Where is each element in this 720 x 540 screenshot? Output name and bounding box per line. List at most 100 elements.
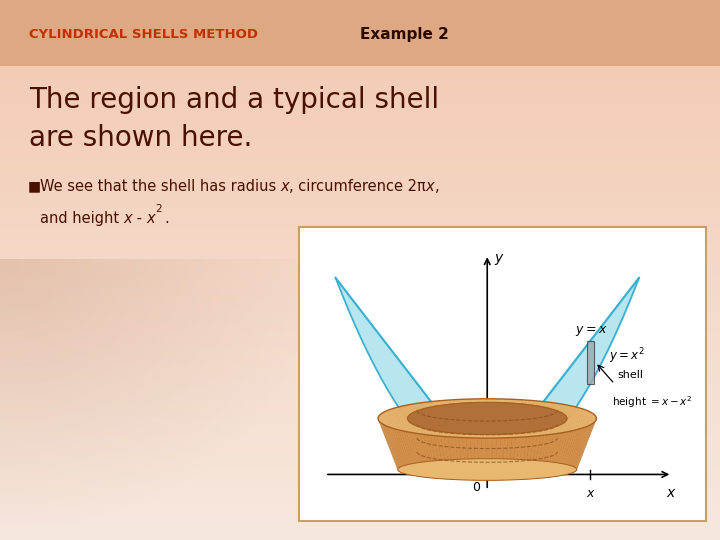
Polygon shape [553,407,580,410]
Text: x: x [587,487,594,500]
Polygon shape [400,430,418,476]
Polygon shape [464,399,472,459]
Polygon shape [557,409,585,411]
Polygon shape [565,414,595,415]
Polygon shape [388,427,408,475]
Polygon shape [554,408,581,410]
Polygon shape [511,434,523,437]
Polygon shape [440,401,455,404]
Text: x: x [426,179,434,194]
Polygon shape [549,406,573,408]
Polygon shape [541,404,564,407]
Polygon shape [425,402,444,405]
Polygon shape [384,411,403,466]
Polygon shape [390,428,410,475]
Polygon shape [456,400,467,403]
Polygon shape [379,415,409,416]
Polygon shape [510,437,519,480]
Polygon shape [534,431,554,434]
Polygon shape [575,422,594,472]
Polygon shape [521,401,536,404]
Polygon shape [455,437,464,480]
Polygon shape [481,399,485,459]
Text: CYLINDRICAL SHELLS METHOD: CYLINDRICAL SHELLS METHOD [29,28,258,40]
Polygon shape [382,423,411,424]
Polygon shape [559,410,588,412]
Polygon shape [382,424,402,473]
Polygon shape [570,426,590,474]
Polygon shape [536,435,550,478]
Polygon shape [565,409,584,464]
Polygon shape [545,405,569,408]
Polygon shape [414,433,430,478]
Polygon shape [546,406,571,408]
Polygon shape [388,425,415,427]
Polygon shape [542,434,557,478]
Polygon shape [466,399,474,403]
Polygon shape [500,438,507,480]
Polygon shape [546,429,571,431]
Polygon shape [527,401,539,460]
Polygon shape [492,399,498,459]
Polygon shape [400,428,426,431]
Polygon shape [567,418,596,419]
Polygon shape [576,420,596,471]
Polygon shape [576,416,596,469]
Polygon shape [572,412,593,467]
Text: $y = x^2$: $y = x^2$ [608,347,644,366]
Polygon shape [523,401,539,404]
Polygon shape [558,409,586,411]
Polygon shape [538,403,559,406]
Polygon shape [382,413,411,414]
Polygon shape [381,423,401,472]
Polygon shape [417,403,438,406]
Polygon shape [542,403,557,461]
Polygon shape [530,432,548,435]
Polygon shape [552,407,577,409]
Polygon shape [400,406,418,463]
Polygon shape [483,435,487,438]
Polygon shape [439,436,451,480]
Polygon shape [503,399,511,459]
Polygon shape [571,411,591,466]
Polygon shape [468,438,474,480]
Polygon shape [575,422,595,471]
Polygon shape [510,400,519,459]
Polygon shape [540,430,562,433]
Polygon shape [500,399,507,459]
Polygon shape [379,422,400,471]
Polygon shape [379,420,408,421]
Polygon shape [452,434,464,437]
Polygon shape [397,407,415,463]
Polygon shape [489,435,493,438]
Polygon shape [419,431,440,434]
Polygon shape [526,401,542,404]
Polygon shape [378,419,398,470]
Polygon shape [451,437,461,480]
Polygon shape [489,399,494,459]
Polygon shape [428,432,446,435]
Polygon shape [446,400,459,403]
Polygon shape [384,424,413,426]
Polygon shape [573,423,593,472]
Polygon shape [451,400,461,460]
Polygon shape [384,411,413,413]
Polygon shape [513,437,523,480]
Polygon shape [425,431,444,435]
Polygon shape [562,407,580,464]
Polygon shape [417,431,438,434]
Polygon shape [392,427,419,429]
Polygon shape [380,422,400,472]
Polygon shape [565,415,595,416]
Polygon shape [387,410,406,465]
Polygon shape [567,420,596,421]
Polygon shape [439,401,451,460]
Polygon shape [496,399,503,459]
Text: y: y [495,251,503,265]
Polygon shape [480,399,484,402]
Polygon shape [531,402,551,406]
Text: x: x [147,211,156,226]
Polygon shape [424,435,438,478]
Polygon shape [459,399,469,403]
Polygon shape [530,402,548,405]
